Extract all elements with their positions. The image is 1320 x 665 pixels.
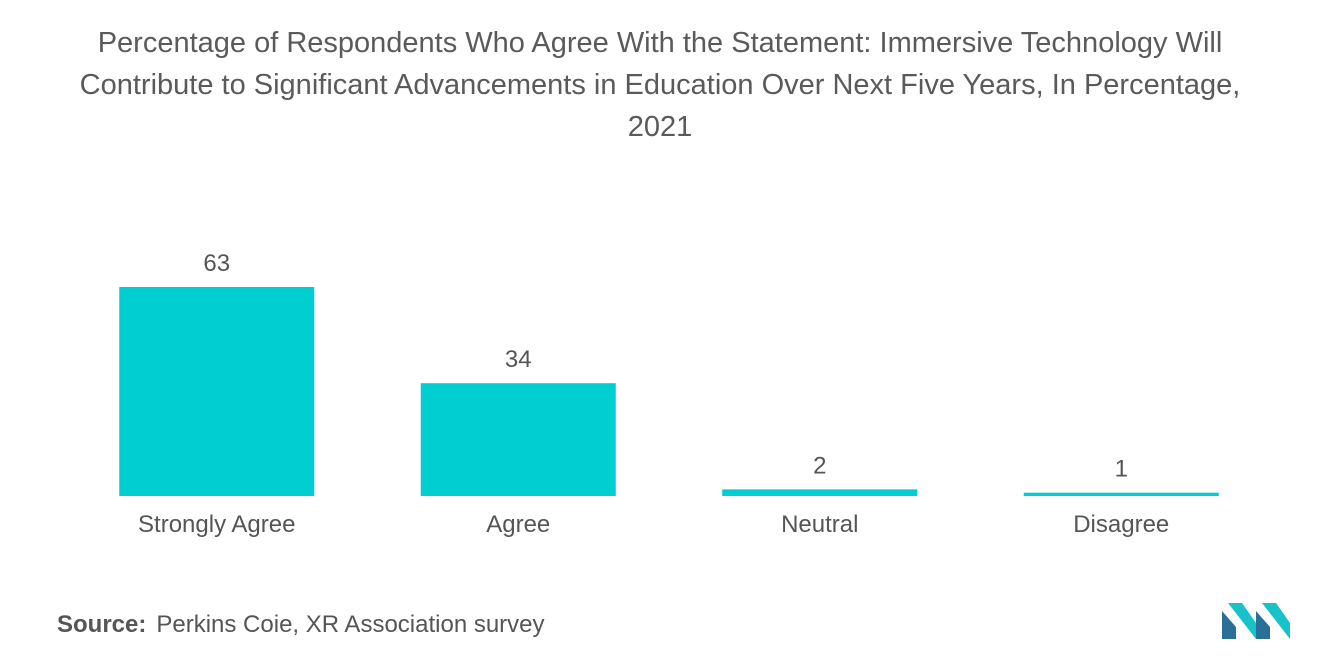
category-label: Neutral [781, 511, 858, 538]
brand-logo-icon [1222, 603, 1290, 639]
chart-title-line-2: Contribute to Significant Advancements i… [79, 69, 1241, 101]
bar-strongly-agree [119, 287, 315, 496]
source-label: Source: [57, 611, 147, 638]
chart-title: Percentage of Respondents Who Agree With… [0, 22, 1320, 148]
value-label: 63 [203, 250, 230, 277]
source-note: Source: Perkins Coie, XR Association surv… [57, 611, 545, 639]
bar-neutral [722, 489, 918, 496]
bar-disagree [1023, 492, 1219, 496]
category-label: Agree [486, 511, 550, 538]
value-label: 34 [505, 346, 532, 373]
chart-title-line-1: Percentage of Respondents Who Agree With… [97, 27, 1223, 59]
value-label: 2 [813, 452, 826, 479]
source-text: Perkins Coie, XR Association survey [156, 611, 545, 638]
value-label: 1 [1115, 456, 1128, 483]
category-label: Strongly Agree [138, 511, 295, 538]
chart-title-line-3: 2021 [627, 111, 693, 143]
bar-agree [420, 383, 616, 496]
category-label: Disagree [1073, 511, 1169, 538]
